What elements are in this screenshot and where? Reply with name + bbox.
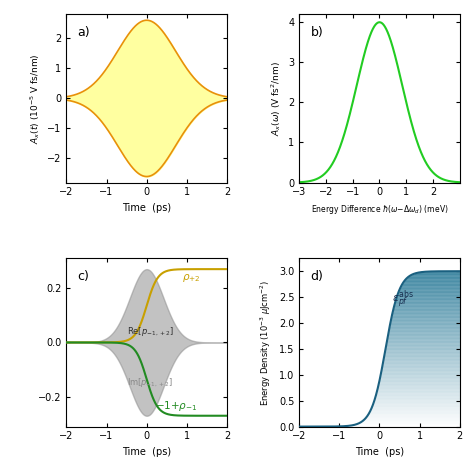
Y-axis label: $A_x(t)$ ($10^{-5}$ V fs/nm): $A_x(t)$ ($10^{-5}$ V fs/nm)	[27, 53, 42, 144]
Text: Re[$p_{-1,+2}$]: Re[$p_{-1,+2}$]	[128, 326, 174, 338]
Text: c): c)	[78, 270, 90, 283]
X-axis label: Time  (ps): Time (ps)	[355, 447, 404, 457]
Y-axis label: $A_x(\omega)$ (V fs$^2$/nm): $A_x(\omega)$ (V fs$^2$/nm)	[269, 61, 283, 136]
X-axis label: Time  (ps): Time (ps)	[122, 203, 171, 213]
X-axis label: Time  (ps): Time (ps)	[122, 447, 171, 457]
Text: $\epsilon^{\rm abs}_{pf}$: $\epsilon^{\rm abs}_{pf}$	[392, 289, 414, 311]
Text: Im[$p_{-1,+2}$]: Im[$p_{-1,+2}$]	[128, 376, 173, 389]
Text: a): a)	[78, 26, 90, 39]
Text: $-1{+}\rho_{-1}$: $-1{+}\rho_{-1}$	[155, 399, 197, 413]
Text: d): d)	[310, 270, 323, 283]
Text: b): b)	[310, 26, 323, 39]
Y-axis label: Energy Density ($10^{-3}$ $\mu$Jcm$^{-2}$): Energy Density ($10^{-3}$ $\mu$Jcm$^{-2}…	[259, 279, 273, 406]
X-axis label: Energy Difference $\hbar(\omega{-}\Delta\omega_d)$ (meV): Energy Difference $\hbar(\omega{-}\Delta…	[310, 203, 448, 216]
Text: $\rho_{+2}$: $\rho_{+2}$	[182, 272, 201, 284]
